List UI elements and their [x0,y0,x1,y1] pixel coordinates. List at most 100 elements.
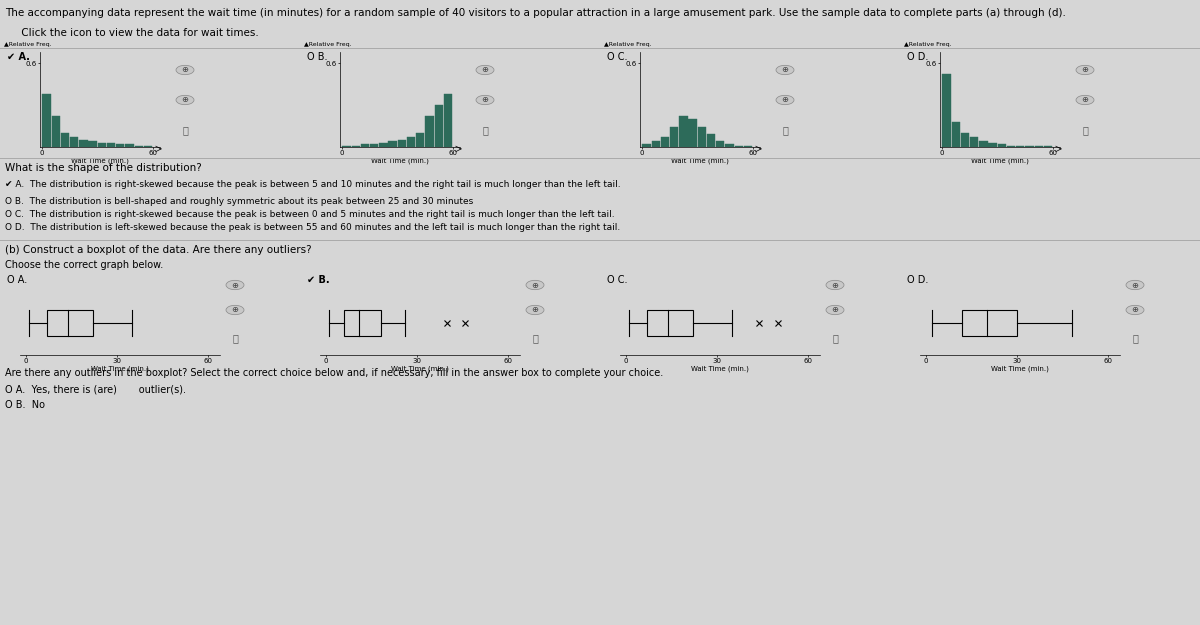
Text: ▲Relative Freq.: ▲Relative Freq. [604,42,652,47]
Bar [642,144,650,147]
Text: O C.: O C. [607,275,628,285]
Text: ✔ A.: ✔ A. [7,52,30,62]
Bar [89,141,97,147]
Text: Choose the correct graph below.: Choose the correct graph below. [5,260,163,270]
Bar [942,74,950,147]
Bar [962,309,1016,336]
Bar [989,142,997,147]
Bar [716,141,725,147]
Text: O D.: O D. [907,52,929,62]
Bar [444,94,452,147]
Text: ⊕: ⊕ [1132,306,1139,314]
Text: ⊕: ⊕ [781,96,788,104]
Bar [416,133,425,147]
Bar [1025,146,1033,147]
Text: ⧉: ⧉ [182,125,188,135]
Text: ⊕: ⊕ [481,66,488,74]
Bar [725,144,733,147]
X-axis label: Wait Time (min.): Wait Time (min.) [371,158,428,164]
Bar [434,105,443,147]
Text: O C.  The distribution is right-skewed because the peak is between 0 and 5 minut: O C. The distribution is right-skewed be… [5,210,614,219]
Text: ⧉: ⧉ [832,333,838,343]
Bar [361,144,370,147]
Bar [125,144,133,147]
Text: (b) Construct a boxplot of the data. Are there any outliers?: (b) Construct a boxplot of the data. Are… [5,245,312,255]
Bar [689,119,697,147]
Bar [342,146,350,147]
Text: ⊕: ⊕ [181,66,188,74]
Text: ⊕: ⊕ [181,96,188,104]
Bar [116,144,125,147]
Text: ⧉: ⧉ [482,125,488,135]
Text: ⊕: ⊕ [1081,66,1088,74]
Bar [679,116,688,147]
X-axis label: Wait Time (min.): Wait Time (min.) [971,158,1028,164]
Text: What is the shape of the distribution?: What is the shape of the distribution? [5,163,202,173]
Text: O A.  Yes, there is (are)       outlier(s).: O A. Yes, there is (are) outlier(s). [5,384,186,394]
Bar [1044,146,1052,147]
Bar [52,116,60,147]
Bar [979,141,988,147]
Bar [397,140,406,147]
Bar [425,116,433,147]
Bar [97,142,106,147]
Text: O B.  The distribution is bell-shaped and roughly symmetric about its peak betwe: O B. The distribution is bell-shaped and… [5,197,473,206]
Bar [952,122,960,147]
Bar [370,144,378,147]
Text: ⊕: ⊕ [481,96,488,104]
Text: ⊕: ⊕ [532,306,539,314]
Bar [997,144,1006,147]
Text: ⧉: ⧉ [782,125,788,135]
Bar [134,146,143,147]
Bar [389,141,397,147]
Text: The accompanying data represent the wait time (in minutes) for a random sample o: The accompanying data represent the wait… [5,8,1066,18]
Bar [652,141,660,147]
Bar [1016,146,1025,147]
Text: ⊕: ⊕ [781,66,788,74]
Bar [961,133,970,147]
Bar [1034,146,1043,147]
Bar [61,133,70,147]
Bar [407,138,415,147]
Bar [697,127,706,147]
Text: ⧉: ⧉ [1082,125,1088,135]
Text: ▲Relative Freq.: ▲Relative Freq. [4,42,52,47]
Text: ✔ B.: ✔ B. [307,275,330,285]
Text: ⊕: ⊕ [1132,281,1139,289]
Text: Are there any outliers in the boxplot? Select the correct choice below and, if n: Are there any outliers in the boxplot? S… [5,368,664,378]
Bar [734,146,743,147]
Bar [344,309,380,336]
Bar [47,309,92,336]
Text: ⊕: ⊕ [532,281,539,289]
Bar [144,146,152,147]
Text: ▲Relative Freq.: ▲Relative Freq. [304,42,352,47]
Text: O B.: O B. [307,52,328,62]
Text: ⧉: ⧉ [1132,333,1138,343]
Text: ⊕: ⊕ [1081,96,1088,104]
Text: ⊕: ⊕ [232,281,239,289]
Bar [707,134,715,147]
Text: O C.: O C. [607,52,628,62]
Bar [647,309,692,336]
Text: ⊕: ⊕ [232,306,239,314]
Bar [42,94,50,147]
X-axis label: Wait Time (min.): Wait Time (min.) [691,366,749,372]
X-axis label: Wait Time (min.): Wait Time (min.) [91,366,149,372]
Bar [107,142,115,147]
Text: O A.: O A. [7,275,28,285]
Bar [1007,146,1015,147]
X-axis label: Wait Time (min.): Wait Time (min.) [391,366,449,372]
Bar [379,142,388,147]
Bar [70,138,78,147]
Bar [661,138,670,147]
X-axis label: Wait Time (min.): Wait Time (min.) [671,158,728,164]
Text: ⊕: ⊕ [832,281,839,289]
Bar [79,140,88,147]
Text: O D.  The distribution is left-skewed because the peak is between 55 and 60 minu: O D. The distribution is left-skewed bec… [5,223,620,232]
Text: ⊕: ⊕ [832,306,839,314]
Text: ⧉: ⧉ [232,333,238,343]
Text: ▲Relative Freq.: ▲Relative Freq. [904,42,952,47]
Bar [970,138,978,147]
Text: O D.: O D. [907,275,929,285]
Bar [352,146,360,147]
